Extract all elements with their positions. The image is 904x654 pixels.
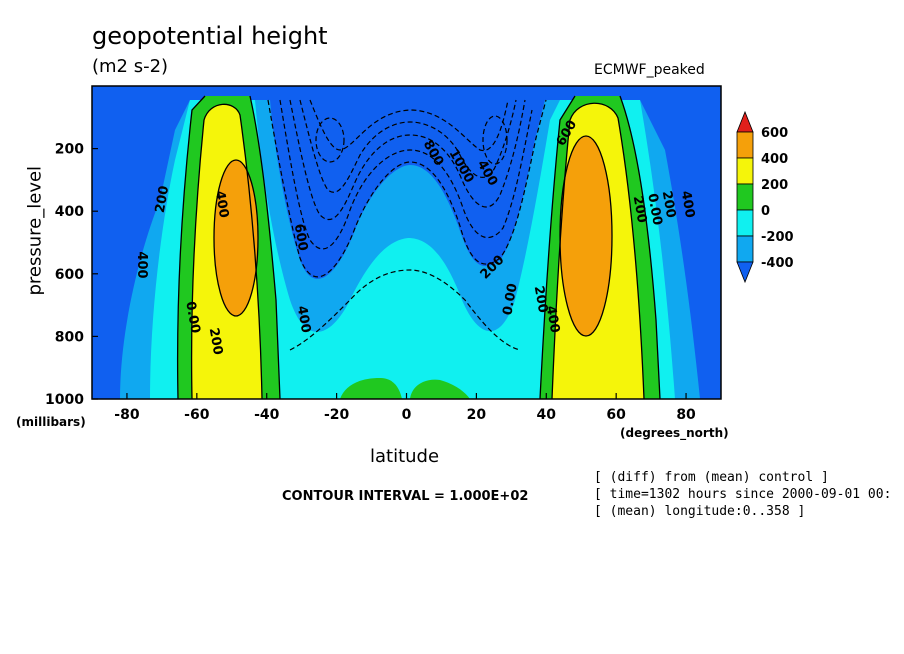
contour-label: 400 [134,251,149,278]
colorbar-top-triangle [736,110,754,133]
contour-label: 200 [206,327,225,356]
contour-label: 200 [659,190,678,219]
colorbar-swatch [736,131,754,159]
solid-contour-left-1 [213,159,259,317]
y-tick-label: 200 [55,142,84,158]
contour-label: 200 [153,185,172,214]
x-tick-label: -40 [254,407,280,423]
colorbar-label: 600 [761,126,788,141]
dashed-contour-4 [299,99,517,193]
dashed-contour-8 [482,115,508,165]
colorbar-label: 0 [761,204,770,219]
solid-contour-left-3 [176,95,281,399]
contour-label: 200 [531,285,550,314]
solid-contour-right-2 [551,102,645,399]
colorbar-swatch [736,209,754,237]
meta-line-time: [ time=1302 hours since 2000-09-01 00: [594,487,892,502]
dashed-contour-6 [289,269,521,351]
x-axis-label: latitude [370,446,440,467]
colorbar-swatch [736,235,754,263]
contour-label: 0.00 [500,282,520,316]
x-tick-label: -60 [184,407,210,423]
colorbar-label: -400 [761,256,794,271]
x-tick-label: -80 [114,407,140,423]
colorbar-bottom-triangle [736,261,754,284]
meta-line-longitude: [ (mean) longitude:0..358 ] [594,504,806,519]
fill-band-0-200-center [340,378,470,399]
contour-interval: CONTOUR INTERVAL = 1.000E+02 [282,489,529,504]
contour-label: 400 [212,190,231,219]
dashed-contour-7 [315,117,345,163]
y-tick-label: 400 [55,204,84,220]
chart-title: geopotential height [92,22,328,50]
x-tick-label: 0 [402,407,412,423]
contour-label: 600 [291,223,310,252]
x-tick-label: 60 [606,407,626,423]
solid-contour-left-2 [190,103,263,399]
x-tick-label: 80 [676,407,696,423]
dashed-contour-1 [267,99,547,278]
solid-contour-right-3 [539,95,661,399]
fill-band-400-600-left [214,160,258,316]
dashed-contour-2 [279,99,533,250]
colorbar-label: 400 [761,152,788,167]
chart-units: (m2 s-2) [92,56,169,77]
contour-label: 400 [678,190,697,219]
y-axis-units: (millibars) [16,415,86,429]
model-label: ECMWF_peaked [594,62,705,78]
meta-line-diff: [ (diff) from (mean) control ] [594,470,829,485]
y-tick-label: 800 [55,329,84,345]
y-tick-label: 1000 [45,392,84,408]
x-tick-label: 40 [537,407,557,423]
y-tick-label: 600 [55,267,84,283]
contour-label: 400 [294,305,313,334]
colorbar-swatch [736,157,754,185]
contour-label: 200 [630,195,649,224]
colorbar-swatch [736,183,754,211]
contour-label: 0.00 [182,300,202,334]
colorbar: 600 400 200 0 -200 -400 [736,110,794,284]
fill-band-400-600-right [560,136,612,336]
contour-fill-layer [92,86,721,399]
contour-label: 0.00 [644,192,664,226]
colorbar-label: 200 [761,178,788,193]
contour-label: 400 [543,305,562,334]
x-tick-label: -20 [324,407,350,423]
x-tick-label: 20 [467,407,487,423]
x-axis-units: (degrees_north) [620,426,729,440]
colorbar-label: -200 [761,230,794,245]
dashed-contour-3 [289,99,526,221]
